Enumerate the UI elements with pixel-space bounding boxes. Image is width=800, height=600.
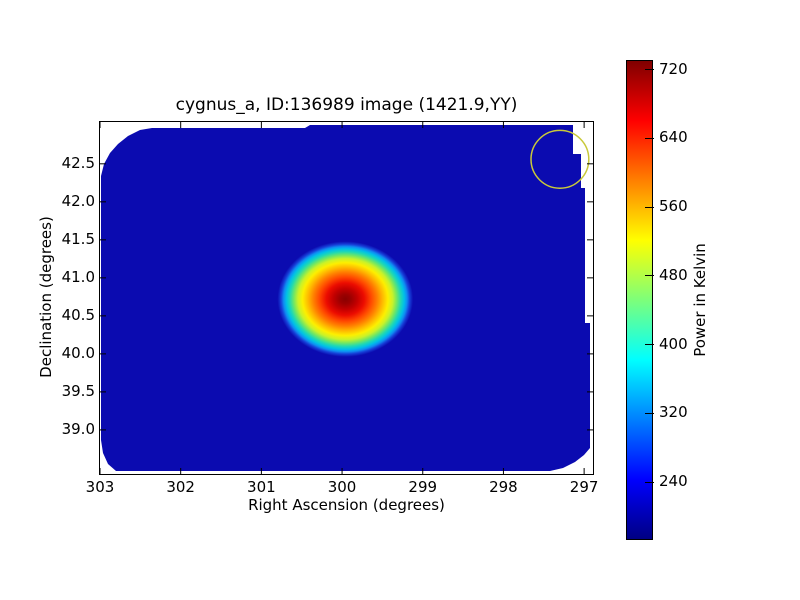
x-tick-label: 300	[327, 478, 357, 496]
annotation-circle	[530, 129, 590, 189]
x-tick-label: 302	[166, 478, 195, 496]
y-tick-label: 40.0	[61, 343, 95, 362]
source-hotspot	[277, 241, 414, 357]
colorbar-tick-mark	[645, 275, 654, 277]
colorbar-label: Power in Kelvin	[691, 243, 709, 357]
colorbar-tick-label: 480	[659, 265, 688, 284]
colorbar-tick-mark	[645, 69, 654, 71]
plot-axes	[99, 121, 594, 475]
x-tick-label: 297	[569, 478, 599, 496]
x-axis-label: Right Ascension (degrees)	[248, 496, 445, 514]
colorbar-tick-label: 400	[659, 334, 688, 353]
x-tick-label: 301	[247, 478, 276, 496]
x-tick-label: 299	[408, 478, 438, 496]
x-tick-label: 298	[489, 478, 518, 496]
colorbar-tick-mark	[645, 481, 654, 483]
colorbar-tick-label: 240	[659, 472, 688, 491]
colorbar-tick-label: 640	[659, 128, 688, 147]
colorbar-tick-mark	[645, 206, 654, 208]
axis-ticks	[100, 122, 593, 474]
heatmap-image	[100, 122, 593, 474]
colorbar-tick-label: 720	[659, 59, 688, 78]
plot-title: cygnus_a, ID:136989 image (1421.9,YY)	[175, 95, 518, 115]
colorbar-tick-mark	[645, 344, 654, 346]
colorbar-tick-mark	[645, 412, 654, 414]
y-tick-label: 40.5	[61, 305, 95, 324]
x-tick-label: 303	[85, 478, 115, 496]
colorbar-tick-mark	[645, 137, 654, 139]
y-tick-label: 42.0	[61, 191, 95, 210]
y-tick-label: 39.5	[61, 381, 95, 400]
colorbar-tick-label: 320	[659, 403, 688, 422]
y-tick-label: 41.5	[61, 229, 95, 248]
colorbar-tick-label: 560	[659, 197, 688, 216]
y-tick-label: 39.0	[61, 419, 95, 438]
y-tick-label: 42.5	[61, 153, 95, 172]
colorbar-gradient	[626, 60, 653, 540]
y-tick-label: 41.0	[61, 267, 95, 286]
